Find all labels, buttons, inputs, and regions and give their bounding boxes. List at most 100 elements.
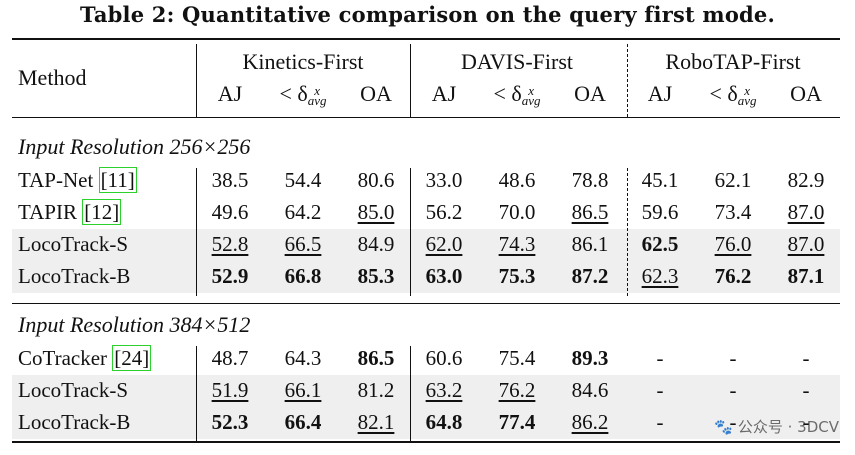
header-metric: AJ	[217, 81, 243, 106]
table-cell: 84.9	[357, 232, 395, 256]
section-title: Input Resolution 256×256	[18, 134, 251, 159]
column-divider-dashed	[627, 44, 628, 117]
table-cell: 64.2	[284, 200, 322, 224]
table-cell: 66.4	[284, 410, 322, 434]
table-cell: 89.3	[571, 346, 609, 370]
method-name: TAPIR	[18, 200, 77, 224]
table-cell: 82.1	[357, 410, 395, 434]
row-shade	[12, 261, 840, 293]
table-cell: 63.0	[425, 264, 463, 288]
table-cell: 56.2	[425, 200, 463, 224]
method-name: LocoTrack-B	[18, 264, 131, 288]
table-cell: -	[656, 378, 664, 402]
table-cell: 87.0	[787, 232, 825, 256]
table-caption: Table 2: Quantitative comparison on the …	[80, 2, 775, 27]
table-cell: 70.0	[498, 200, 536, 224]
table-cell: 54.4	[284, 168, 322, 192]
table-cell: 85.3	[357, 264, 395, 288]
row-method: LocoTrack-S	[18, 378, 128, 402]
table-cell: 75.3	[498, 264, 536, 288]
table-cell: 62.3	[641, 264, 679, 288]
row-method: LocoTrack-S	[18, 232, 128, 256]
table-cell: 66.1	[284, 378, 322, 402]
table-cell: 60.6	[425, 346, 463, 370]
table-cell: 33.0	[425, 168, 463, 192]
table-cell: 52.8	[211, 232, 249, 256]
delta-symbol: < δ	[493, 81, 522, 106]
header-method: Method	[18, 65, 87, 90]
table-cell: -	[729, 378, 737, 402]
table-cell: 76.0	[714, 232, 752, 256]
table-cell: 76.2	[714, 264, 752, 288]
section-title: Input Resolution 384×512	[18, 312, 251, 337]
table-cell: 82.9	[787, 168, 825, 192]
table-cell: -	[802, 378, 810, 402]
section-rule	[12, 303, 840, 304]
table-cell: 64.8	[425, 410, 463, 434]
method-name: LocoTrack-B	[18, 410, 131, 434]
table-cell: 66.8	[284, 264, 322, 288]
column-divider	[196, 44, 197, 117]
table-cell: -	[802, 410, 810, 434]
table-cell: 49.6	[211, 200, 249, 224]
table-cell: -	[729, 346, 737, 370]
header-metric: OA	[790, 81, 822, 106]
table-cell: 86.5	[571, 200, 609, 224]
header-group: Kinetics-First	[242, 49, 364, 74]
delta-symbol: < δ	[709, 81, 738, 106]
table-cell: 78.8	[571, 168, 609, 192]
table-cell: 76.2	[498, 378, 536, 402]
table-cell: 75.4	[498, 346, 536, 370]
bottom-rule	[12, 441, 840, 443]
table-cell: 62.0	[425, 232, 463, 256]
citation-link[interactable]: [11]	[98, 167, 137, 193]
row-method: TAP-Net [11]	[18, 167, 137, 193]
header-metric: < δ x avg	[693, 81, 773, 107]
table-cell: 45.1	[641, 168, 679, 192]
table-cell: 48.7	[211, 346, 249, 370]
table-cell: 73.4	[714, 200, 752, 224]
column-divider-dashed	[627, 168, 628, 296]
column-divider	[196, 168, 197, 296]
header-metric: AJ	[647, 81, 673, 106]
header-group: DAVIS-First	[460, 49, 574, 74]
delta-symbol: < δ	[279, 81, 308, 106]
table-cell: 38.5	[211, 168, 249, 192]
method-name: LocoTrack-S	[18, 232, 129, 256]
table-cell: 86.5	[357, 346, 395, 370]
table-cell: 64.3	[284, 346, 322, 370]
row-method: LocoTrack-B	[18, 410, 130, 434]
table-cell: 80.6	[357, 168, 395, 192]
top-rule	[12, 38, 840, 40]
watermark: 🐾 公众号 · 3DCV	[714, 418, 839, 436]
citation-link[interactable]: [12]	[82, 199, 122, 225]
table-cell: 87.2	[571, 264, 609, 288]
table-cell: 51.9	[211, 378, 249, 402]
table-cell: 52.9	[211, 264, 249, 288]
row-shade	[12, 375, 840, 407]
table-cell: 87.1	[787, 264, 825, 288]
row-method: LocoTrack-B	[18, 264, 130, 288]
citation-link[interactable]: [24]	[112, 345, 152, 371]
table-cell: 66.5	[284, 232, 322, 256]
method-name: TAP-Net	[18, 168, 94, 192]
row-shade	[12, 407, 840, 439]
method-name: CoTracker	[18, 346, 108, 370]
header-metric: OA	[574, 81, 606, 106]
table-cell: -	[656, 410, 664, 434]
column-divider	[410, 346, 411, 441]
table-cell: -	[729, 410, 737, 434]
table-cell: 63.2	[425, 378, 463, 402]
header-metric: OA	[360, 81, 392, 106]
table-cell: 86.1	[571, 232, 609, 256]
table-cell: 85.0	[357, 200, 395, 224]
table-cell: 48.6	[498, 168, 536, 192]
header-metric: < δ x avg	[263, 81, 343, 107]
table-cell: 86.2	[571, 410, 609, 434]
table-cell: 52.3	[211, 410, 249, 434]
header-rule	[12, 117, 840, 118]
header-metric: AJ	[431, 81, 457, 106]
table-cell: 74.3	[498, 232, 536, 256]
table-cell: 87.0	[787, 200, 825, 224]
header-group: RoboTAP-First	[665, 49, 801, 74]
